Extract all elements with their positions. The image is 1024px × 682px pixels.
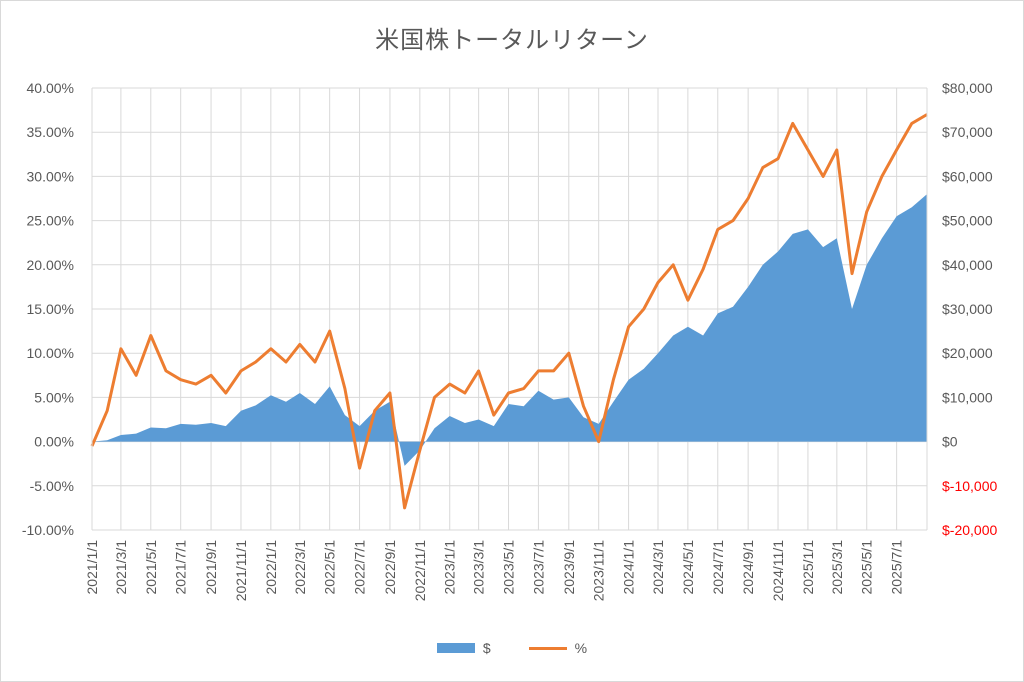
legend-swatch-dollar — [436, 643, 475, 653]
y-left-tick-label: 40.00% — [27, 80, 74, 96]
x-tick-label: 2025/7/1 — [889, 540, 905, 595]
x-tick-label: 2024/5/1 — [680, 540, 696, 595]
x-tick-label: 2022/7/1 — [352, 540, 368, 595]
y-right-tick-label: $10,000 — [942, 389, 993, 405]
y-right-tick-label: $80,000 — [942, 80, 993, 96]
x-tick-label: 2022/9/1 — [382, 540, 398, 595]
x-tick-label: 2021/5/1 — [143, 540, 159, 595]
x-tick-label: 2021/9/1 — [203, 540, 219, 595]
y-right-tick-label: $-10,000 — [942, 478, 997, 494]
legend-label-dollar: $ — [482, 640, 491, 656]
legend-item-percent: % — [528, 640, 588, 656]
x-tick-label: 2021/7/1 — [173, 540, 189, 595]
y-right-tick-label: $70,000 — [942, 124, 993, 140]
y-left-tick-label: 5.00% — [34, 389, 74, 405]
y-left-tick-label: 10.00% — [27, 345, 74, 361]
x-tick-label: 2022/11/1 — [412, 540, 428, 601]
y-left-tick-label: 25.00% — [27, 213, 74, 229]
y-left-tick-label: -10.00% — [22, 522, 74, 538]
y-right-tick-label: $40,000 — [942, 257, 993, 273]
x-tick-label: 2024/11/1 — [770, 540, 786, 601]
x-tick-label: 2025/5/1 — [859, 540, 875, 595]
x-tick-label: 2021/11/1 — [233, 540, 249, 601]
y-right-tick-label: $0 — [942, 434, 958, 450]
series-percent-line — [90, 113, 928, 510]
x-tick-label: 2023/7/1 — [530, 540, 546, 595]
chart-title: 米国株トータルリターン — [375, 26, 649, 54]
x-tick-label: 2023/11/1 — [591, 540, 607, 601]
x-tick-label: 2023/5/1 — [501, 540, 517, 595]
y-left-tick-label: 15.00% — [27, 301, 74, 317]
legend-label-percent: % — [574, 640, 588, 656]
y-right-tick-label: $30,000 — [942, 301, 993, 317]
x-tick-label: 2025/1/1 — [800, 540, 816, 595]
x-tick-label: 2024/7/1 — [710, 540, 726, 595]
y-left-tick-label: 0.00% — [34, 434, 74, 450]
x-tick-label: 2021/3/1 — [113, 540, 129, 595]
x-tick-label: 2022/5/1 — [322, 540, 338, 595]
legend-item-dollar: $ — [436, 640, 491, 656]
series-dollar-area — [92, 194, 927, 466]
y-right-tick-label: $50,000 — [942, 213, 993, 229]
x-tick-label: 2024/9/1 — [740, 540, 756, 595]
legend-swatch-percent — [528, 646, 567, 650]
x-tick-label: 2024/3/1 — [650, 540, 666, 595]
x-tick-label: 2023/3/1 — [471, 540, 487, 595]
x-tick-label: 2022/1/1 — [263, 540, 279, 595]
y-right-tick-label: $-20,000 — [942, 522, 997, 538]
y-right-tick-label: $20,000 — [942, 345, 993, 361]
x-tick-label: 2021/1/1 — [84, 540, 100, 595]
y-left-tick-label: 30.00% — [27, 168, 74, 184]
y-left-tick-label: 20.00% — [27, 257, 74, 273]
legend: $ % — [0, 640, 1024, 656]
x-tick-label: 2023/9/1 — [561, 540, 577, 595]
x-tick-label: 2022/3/1 — [292, 540, 308, 595]
y-right-tick-label: $60,000 — [942, 168, 993, 184]
y-left-tick-label: -5.00% — [30, 478, 74, 494]
y-left-tick-label: 35.00% — [27, 124, 74, 140]
x-tick-label: 2025/3/1 — [829, 540, 845, 595]
x-tick-label: 2024/1/1 — [621, 540, 637, 595]
x-tick-label: 2023/1/1 — [442, 540, 458, 595]
